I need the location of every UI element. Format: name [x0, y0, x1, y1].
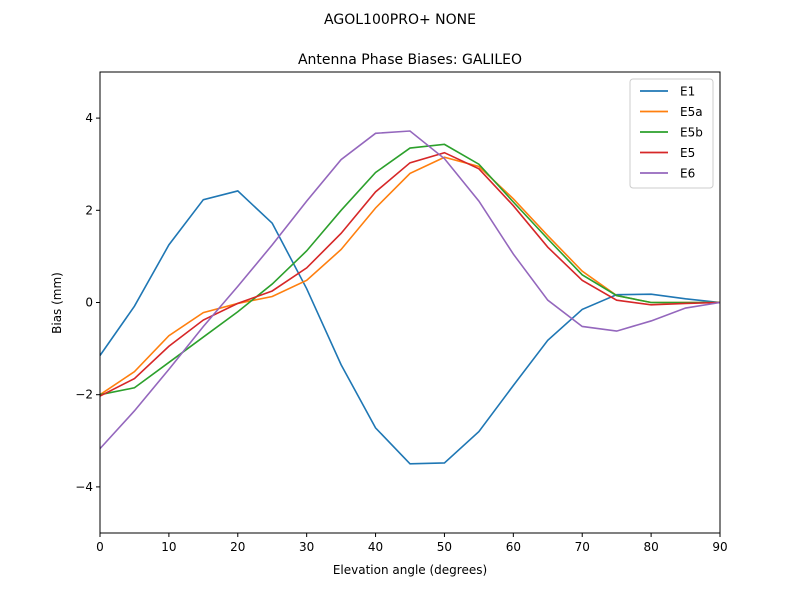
x-tick-label: 0: [96, 540, 104, 554]
legend-label: E5b: [680, 126, 703, 140]
y-tick-label: −4: [75, 480, 93, 494]
y-axis-label: Bias (mm): [50, 272, 64, 334]
legend-label: E5a: [680, 105, 703, 119]
legend-label: E1: [680, 85, 695, 99]
y-tick-label: 2: [85, 203, 93, 217]
x-tick-label: 10: [161, 540, 176, 554]
x-tick-label: 30: [299, 540, 314, 554]
x-tick-label: 70: [575, 540, 590, 554]
y-tick-label: 4: [85, 111, 93, 125]
x-tick-label: 80: [643, 540, 658, 554]
x-tick-label: 50: [437, 540, 452, 554]
x-tick-label: 90: [712, 540, 727, 554]
x-tick-label: 40: [368, 540, 383, 554]
x-tick-label: 60: [506, 540, 521, 554]
series-line-e5b: [99, 143, 720, 396]
series-line-e5: [99, 151, 721, 397]
legend-label: E5: [680, 146, 695, 160]
series-line-e6: [99, 130, 721, 450]
y-tick-label: −2: [75, 388, 93, 402]
legend-label: E6: [680, 167, 695, 181]
legend-box: [629, 78, 714, 189]
x-axis-label: Elevation angle (degrees): [333, 563, 487, 577]
chart-title: Antenna Phase Biases: GALILEO: [298, 52, 522, 68]
axes-frame: [99, 71, 721, 534]
series-line-e5a: [99, 156, 720, 396]
y-tick-label: 0: [85, 296, 93, 310]
x-tick-label: 20: [230, 540, 245, 554]
suptitle: AGOL100PRO+ NONE: [324, 12, 476, 28]
legend: E1 E5a E5b E5 E6: [629, 78, 714, 189]
